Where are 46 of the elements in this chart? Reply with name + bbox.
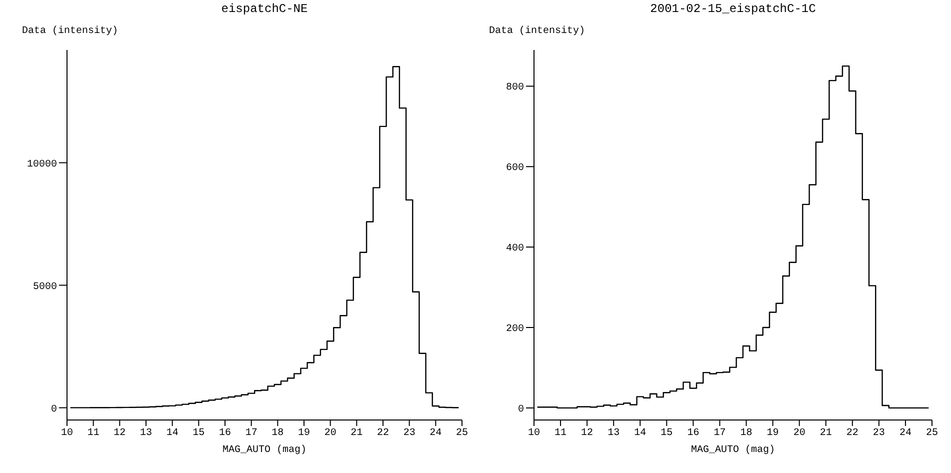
x-tick-label: 19: [766, 428, 779, 440]
x-tick-label: 21: [820, 428, 832, 440]
x-tick-label: 17: [714, 428, 726, 440]
x-tick-label: 24: [430, 428, 442, 440]
x-tick-label: 12: [581, 428, 594, 440]
x-tick-label: 13: [608, 428, 620, 440]
x-tick-label: 17: [245, 428, 258, 440]
y-tick-label: 5000: [32, 282, 57, 293]
x-tick-label: 23: [872, 428, 885, 440]
x-tick-label: 25: [926, 428, 938, 440]
x-tick-label: 22: [846, 428, 858, 440]
x-tick-label: 20: [324, 428, 336, 440]
x-tick-label: 16: [218, 428, 232, 440]
chart-title: 2001-02-15_eispatchC-1C: [649, 2, 817, 16]
x-axis-title: MAG_AUTO (mag): [222, 444, 307, 456]
x-tick-label: 14: [634, 428, 646, 440]
x-tick-label: 18: [272, 428, 284, 440]
x-tick-label: 21: [350, 428, 363, 440]
y-axis-title: Data (intensity): [489, 26, 586, 37]
x-tick-label: 11: [87, 428, 100, 440]
x-tick-label: 22: [376, 428, 390, 440]
x-tick-label: 12: [114, 428, 126, 440]
y-tick-label: 400: [506, 244, 524, 255]
x-tick-label: 18: [740, 428, 752, 440]
x-tick-label: 24: [899, 428, 912, 440]
x-tick-label: 15: [192, 428, 205, 440]
y-tick-label: 0: [518, 404, 524, 416]
x-tick-label: 13: [140, 428, 152, 440]
y-tick-label: 800: [506, 82, 524, 94]
x-axis-title: MAG_AUTO (mag): [690, 444, 776, 456]
x-tick-label: 16: [687, 428, 700, 440]
y-axis-title: Data (intensity): [22, 26, 118, 37]
y-tick-label: 600: [506, 163, 524, 174]
x-tick-label: 10: [60, 428, 74, 440]
x-tick-label: 14: [166, 428, 178, 440]
x-tick-label: 11: [554, 428, 567, 440]
y-tick-label: 200: [506, 324, 524, 336]
x-tick-label: 25: [456, 428, 468, 440]
y-tick-label: 10000: [26, 159, 57, 170]
y-tick-label: 0: [50, 404, 57, 416]
x-tick-label: 23: [403, 428, 416, 440]
x-tick-label: 10: [528, 428, 540, 440]
x-tick-label: 19: [298, 428, 310, 440]
x-tick-label: 20: [793, 428, 806, 440]
x-tick-label: 15: [660, 428, 673, 440]
chart-title: eispatchC-NE: [220, 2, 309, 16]
